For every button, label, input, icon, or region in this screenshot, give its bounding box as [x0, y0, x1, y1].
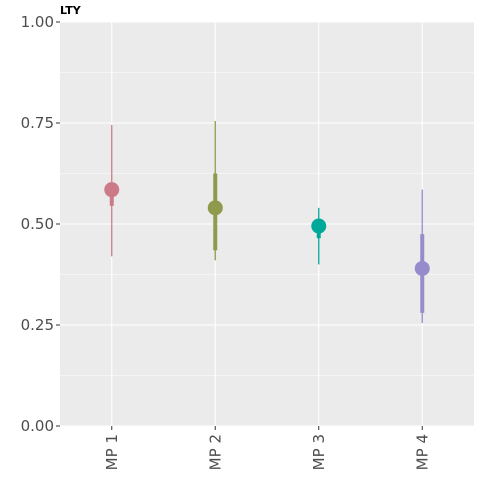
median-point: [414, 260, 430, 276]
x-tick-label: MP 1: [103, 434, 121, 470]
y-tick-label: 1.00: [21, 13, 54, 31]
median-point: [104, 182, 120, 198]
median-point: [311, 218, 327, 234]
median-point: [207, 200, 223, 216]
pointrange-1: [104, 125, 120, 257]
pointrange-2: [207, 120, 223, 261]
x-tick-label: MP 3: [310, 434, 328, 470]
chart-title: LTY: [60, 4, 82, 17]
y-tick-label: 0.75: [21, 114, 54, 132]
x-axis: MP 1 MP 2 MP 3 MP 4: [103, 426, 431, 470]
y-tick-label: 0.00: [21, 417, 54, 435]
y-tick-label: 0.25: [21, 316, 54, 334]
x-tick-label: MP 4: [413, 434, 431, 470]
y-tick-label: 0.50: [21, 215, 54, 233]
x-tick-label: MP 2: [206, 434, 224, 470]
pointrange-3: [311, 207, 327, 265]
y-axis: 0.00 0.25 0.50 0.75 1.00: [21, 13, 60, 435]
marks: [104, 120, 430, 323]
pointrange-4: [414, 189, 430, 323]
